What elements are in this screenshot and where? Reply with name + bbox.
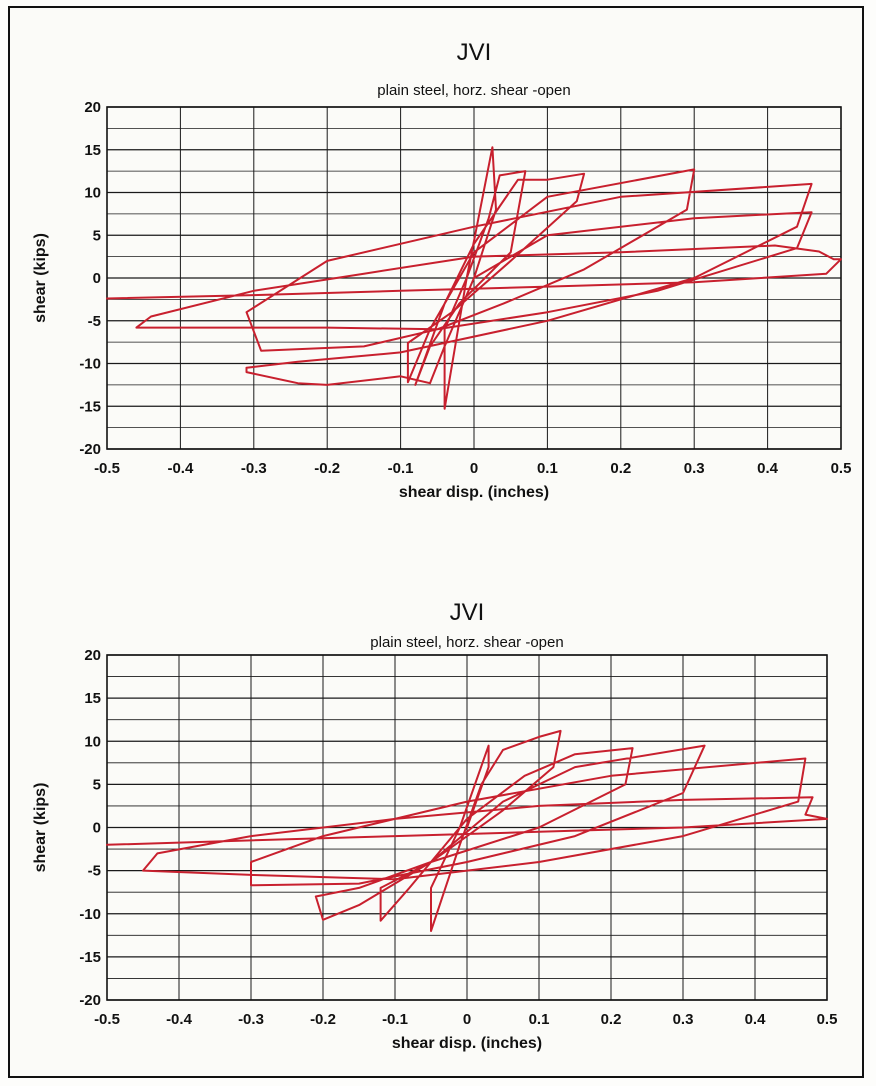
plot-area: [106, 106, 842, 450]
charts-canvas: JVI plain steel, horz. shear -open -0.5 -0.…: [32, 39, 851, 1052]
y-axis-label: shear (kips): [32, 233, 49, 323]
x-tick-label: -0.2: [310, 1011, 336, 1028]
x-tick-label: 0.1: [537, 460, 558, 477]
y-tick-label: -10: [79, 906, 101, 923]
y-tick-label: 5: [93, 227, 101, 244]
x-tick-label: -0.2: [314, 460, 340, 477]
chart-1: JVI plain steel, horz. shear -open -0.5 -0.…: [32, 39, 851, 501]
x-tick-label: 0.5: [817, 1011, 838, 1028]
x-tick-label: 0: [470, 460, 478, 477]
chart-title: JVI: [457, 39, 492, 66]
x-tick-label: -0.5: [94, 460, 120, 477]
page-frame: JVI plain steel, horz. shear -open -0.5 -0.…: [8, 6, 864, 1078]
x-tick-label: 0.4: [745, 1011, 767, 1028]
y-tick-label: 5: [93, 776, 101, 793]
y-tick-label: -10: [79, 356, 101, 373]
chart-title: JVI: [450, 599, 485, 626]
x-tick-label: 0.2: [601, 1011, 622, 1028]
x-tick-label: 0: [463, 1011, 471, 1028]
y-tick-label: 0: [93, 820, 101, 837]
y-tick-label: 15: [84, 690, 101, 707]
series-line-1: [106, 146, 842, 410]
x-tick-label: 0.4: [757, 460, 779, 477]
x-tick-label: -0.3: [238, 1011, 264, 1028]
y-tick-label: -15: [79, 398, 101, 415]
x-tick-label: 0.5: [831, 460, 852, 477]
y-tick-label: 20: [84, 99, 101, 116]
y-tick-label: 15: [84, 142, 101, 159]
x-tick-label: 0.3: [673, 1011, 694, 1028]
x-tick-label: -0.4: [167, 460, 194, 477]
y-tick-label: -20: [79, 441, 101, 458]
x-tick-label: -0.1: [382, 1011, 408, 1028]
x-tick-label: -0.4: [166, 1011, 193, 1028]
x-tick-label: -0.5: [94, 1011, 120, 1028]
x-tick-label: -0.3: [241, 460, 267, 477]
chart-subtitle: plain steel, horz. shear -open: [377, 82, 570, 99]
y-tick-label: -5: [88, 863, 101, 880]
x-tick-label: 0.3: [684, 460, 705, 477]
y-axis-label: shear (kips): [32, 783, 49, 873]
series-line-1: [106, 729, 828, 932]
chart-subtitle: plain steel, horz. shear -open: [370, 634, 563, 651]
y-tick-label: 20: [84, 647, 101, 664]
y-tick-label: 10: [84, 185, 101, 202]
y-tick-label: -5: [88, 313, 101, 330]
y-tick-label: 0: [93, 270, 101, 287]
plot-area: [106, 654, 828, 1001]
x-tick-label: 0.1: [529, 1011, 550, 1028]
y-tick-label: -15: [79, 949, 101, 966]
x-axis-label: shear disp. (inches): [399, 484, 549, 501]
y-tick-label: -20: [79, 992, 101, 1009]
chart-2: JVI plain steel, horz. shear -open -0.5 -0.…: [32, 599, 837, 1052]
x-axis-label: shear disp. (inches): [392, 1035, 542, 1052]
x-tick-label: -0.1: [388, 460, 414, 477]
x-tick-label: 0.2: [610, 460, 631, 477]
y-tick-label: 10: [84, 733, 101, 750]
